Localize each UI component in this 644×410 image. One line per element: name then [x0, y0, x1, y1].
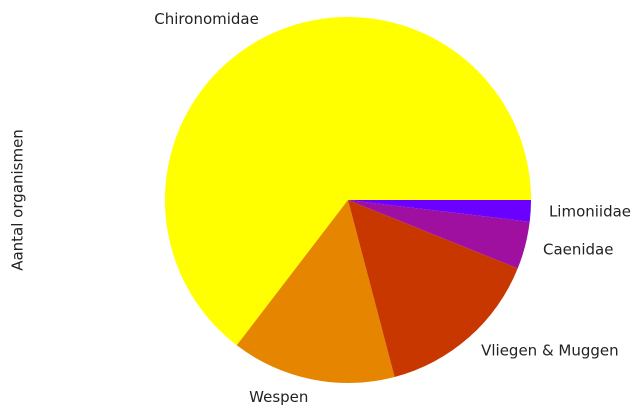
pie-slice — [348, 200, 531, 222]
pie-slice — [164, 16, 531, 346]
slice-label: Chironomidae — [154, 10, 259, 28]
slice-label: Vliegen & Muggen — [481, 341, 619, 359]
slice-label: Limoniidae — [549, 203, 631, 221]
pie-slice — [348, 200, 518, 377]
slice-label: Caenidae — [543, 241, 614, 259]
pie-slice — [348, 200, 530, 269]
slice-label: Wespen — [249, 388, 308, 406]
pie-slice — [236, 200, 395, 383]
y-axis-label: Aantal organismen — [9, 129, 27, 271]
